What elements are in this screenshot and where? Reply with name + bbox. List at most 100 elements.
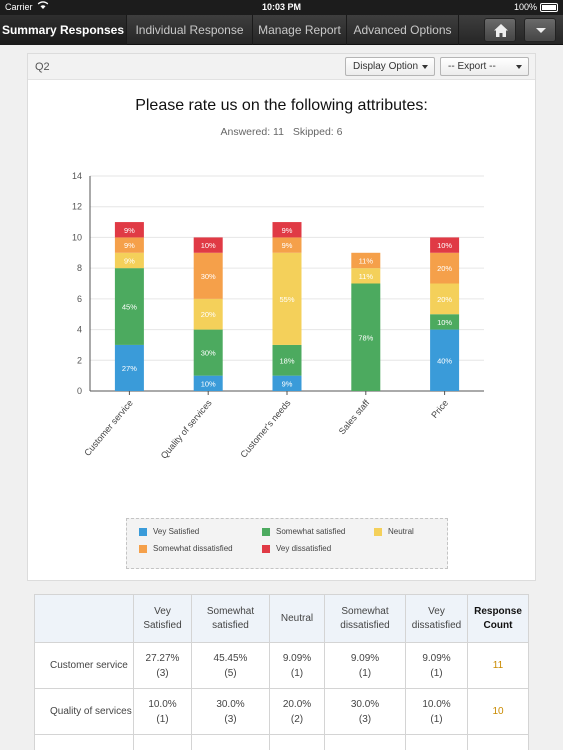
table-cell: 9.09% (1) xyxy=(405,642,468,689)
bar-segment xyxy=(114,252,144,269)
question-id: Q2 xyxy=(35,61,50,73)
bar-segment xyxy=(114,268,144,345)
table-header-cell: Somewhat dissatisfied xyxy=(324,594,406,643)
bar-segment xyxy=(272,375,302,391)
y-tick-label: 2 xyxy=(77,355,82,365)
table-cell: 18.18% xyxy=(191,734,270,750)
response-stats: Answered: 11 Skipped: 6 xyxy=(28,126,535,138)
y-tick-label: 12 xyxy=(72,202,82,212)
legend-label: Somewhat satisfied xyxy=(276,527,346,536)
bar-data-label: 30% xyxy=(201,349,216,358)
legend-label: Somewhat dissatisfied xyxy=(153,544,233,553)
table-header-cell: Vey dissatisfied xyxy=(405,594,468,643)
x-tick-label: Price xyxy=(429,398,450,420)
table-cell: 20.0% (2) xyxy=(269,688,325,735)
bar-data-label: 10% xyxy=(201,241,216,250)
tab-advanced-options[interactable]: Advanced Options xyxy=(347,15,459,45)
bar-segment xyxy=(430,329,460,391)
export-dropdown[interactable]: -- Export -- xyxy=(440,57,529,76)
bar-data-label: 10% xyxy=(437,318,452,327)
table-cell: 10.0% (1) xyxy=(133,688,192,735)
legend-swatch xyxy=(262,528,270,536)
bar-segment xyxy=(351,268,381,284)
skipped-count: Skipped: 6 xyxy=(292,126,343,138)
clock: 10:03 PM xyxy=(261,2,302,12)
table-header-row: Vey Satisfied Somewhat satisfied Neutral… xyxy=(34,594,529,643)
home-button[interactable] xyxy=(484,18,516,42)
y-tick-label: 6 xyxy=(77,294,82,304)
legend-swatch xyxy=(262,545,270,553)
caret-down-icon xyxy=(516,65,522,69)
bar-data-label: 55% xyxy=(279,295,294,304)
battery-percent: 100% xyxy=(513,2,537,12)
bar-segment xyxy=(351,252,381,269)
tab-individual-response[interactable]: Individual Response xyxy=(127,15,253,45)
bar-segment xyxy=(272,237,302,253)
bar-data-label: 20% xyxy=(437,264,452,273)
bar-segment xyxy=(430,237,460,253)
legend-item: Neutral xyxy=(374,527,414,537)
table-header-cell xyxy=(34,594,134,643)
tab-summary-responses[interactable]: Summary Responses xyxy=(0,15,127,45)
bar-data-label: 10% xyxy=(437,241,452,250)
bar-data-label: 9% xyxy=(282,379,293,388)
bar-data-label: 11% xyxy=(359,256,374,265)
display-option-dropdown[interactable]: Display Option xyxy=(345,57,435,76)
table-cell: 9.09% (1) xyxy=(269,642,325,689)
legend-item: Vey Satisfied xyxy=(139,527,199,537)
response-count-cell xyxy=(467,734,529,750)
bar-segment xyxy=(193,298,223,330)
bar-segment xyxy=(272,222,302,238)
row-label: Quality of services xyxy=(34,688,134,735)
menu-dropdown-button[interactable] xyxy=(524,18,556,42)
top-nav: Summary Responses Individual Response Ma… xyxy=(0,15,563,45)
export-label: -- Export -- xyxy=(448,61,496,72)
legend-label: Neutral xyxy=(388,527,414,536)
table-header-cell: Neutral xyxy=(269,594,325,643)
table-cell: 30.0% (3) xyxy=(191,688,270,735)
carrier-label: Carrier xyxy=(5,2,33,12)
chart-title: Please rate us on the following attribut… xyxy=(135,97,428,114)
bar-segment xyxy=(272,344,302,376)
home-icon xyxy=(494,24,508,37)
legend-item: Somewhat dissatisfied xyxy=(139,544,233,554)
table-cell: 30.0% (3) xyxy=(324,688,406,735)
bar-segment xyxy=(351,283,381,391)
response-table-container: Vey Satisfied Somewhat satisfied Neutral… xyxy=(34,594,529,750)
table-cell: 45.45% (5) xyxy=(191,642,270,689)
table-row: Quality of services 10.0% (1) 30.0% (3) 20.0%… xyxy=(34,688,529,735)
x-tick-label: Customer's needs xyxy=(238,397,292,459)
legend-label: Vey dissatisfied xyxy=(276,544,332,553)
table-cell: 9.09% (1) xyxy=(324,642,406,689)
bar-data-label: 9% xyxy=(282,226,293,235)
x-tick-label: Customer service xyxy=(82,398,135,458)
response-table: Vey Satisfied Somewhat satisfied Neutral… xyxy=(34,594,529,750)
table-cell: 54.55% xyxy=(269,734,325,750)
chevron-down-icon xyxy=(536,28,546,33)
bar-segment xyxy=(430,314,460,330)
legend-label: Vey Satisfied xyxy=(153,527,200,536)
bar-data-label: 45% xyxy=(122,303,137,312)
bar-data-label: 40% xyxy=(437,356,452,365)
legend-swatch xyxy=(139,528,147,536)
display-option-label: Display Option xyxy=(353,61,419,72)
row-label: Customer service xyxy=(34,642,134,689)
bar-segment xyxy=(114,237,144,253)
y-tick-label: 14 xyxy=(72,171,82,181)
row-label: Customer's needs xyxy=(34,734,134,750)
x-tick-label: Sales staff xyxy=(337,397,372,436)
table-cell: 27.27% (3) xyxy=(133,642,192,689)
y-tick-label: 4 xyxy=(77,325,82,335)
y-tick-label: 8 xyxy=(77,263,82,273)
bar-data-label: 20% xyxy=(437,295,452,304)
bar-data-label: 9% xyxy=(124,226,135,235)
tab-manage-report[interactable]: Manage Report xyxy=(253,15,347,45)
table-cell: 9.09% xyxy=(133,734,192,750)
table-cell: 9.09% xyxy=(324,734,406,750)
question-card: Q2 Display Option -- Export -- Please ra… xyxy=(27,53,536,581)
legend-swatch xyxy=(139,545,147,553)
response-count-cell: 10 xyxy=(467,688,529,735)
table-row: Customer service 27.27% (3) 45.45% (5) 9.09%(… xyxy=(34,642,529,689)
legend-swatch xyxy=(374,528,382,536)
bar-segment xyxy=(193,329,223,376)
